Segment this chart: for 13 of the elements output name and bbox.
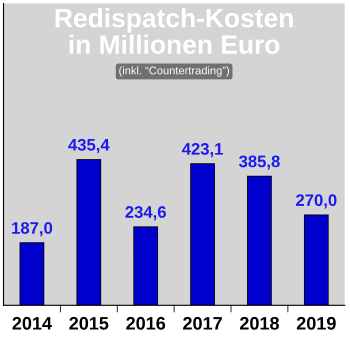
data-label: 234,6 [125, 206, 166, 220]
chart-subtitle: (inkl. “Countertrading”) [119, 66, 230, 77]
x-tick-label: 2015 [69, 316, 108, 330]
x-tick-label: 2016 [126, 316, 166, 330]
data-label: 270,0 [296, 194, 336, 208]
data-label: 187,0 [12, 222, 52, 236]
x-tick-label: 2019 [296, 316, 336, 330]
x-tick-label: 2014 [12, 316, 52, 330]
data-label: 435,4 [68, 138, 110, 154]
x-tick-label: 2017 [183, 316, 222, 330]
data-label: 385,8 [238, 156, 280, 170]
data-label: 423,1 [182, 143, 223, 158]
x-tick-label: 2018 [240, 316, 279, 330]
